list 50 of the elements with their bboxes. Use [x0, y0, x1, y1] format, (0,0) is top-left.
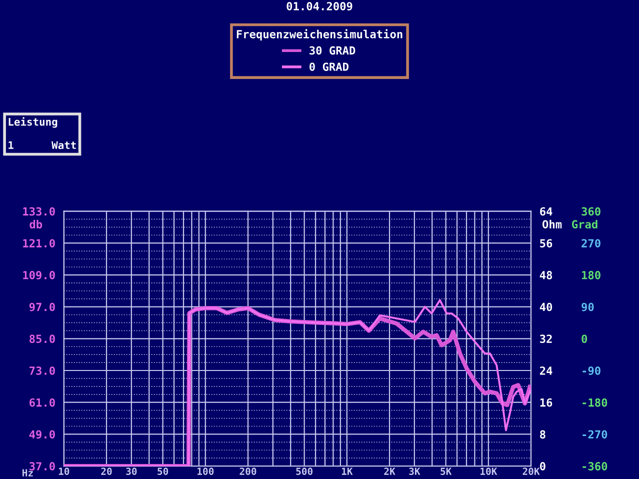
text: Leistung	[8, 117, 58, 128]
y-tick-label: 121.0	[23, 239, 55, 248]
y3-tick-label: 180	[582, 270, 600, 280]
y-tick-label: 109.0	[23, 270, 55, 280]
y3-tick-label: -360	[582, 462, 608, 470]
y-tick-label: 85.0	[30, 334, 55, 344]
x-tick-label: 10	[58, 468, 70, 475]
y-tick-label: 61.0	[30, 398, 55, 407]
y3-tick-label: -270	[582, 430, 608, 439]
x-tick-label: 20K	[522, 468, 540, 475]
y-tick-label: 133.0	[23, 207, 55, 216]
x-tick-label: 1K	[342, 468, 353, 475]
y2-tick-label: 64	[540, 207, 552, 216]
y2-tick-label: 24	[540, 366, 552, 375]
y3-tick-label: -90	[582, 366, 600, 375]
x-tick-label: 50	[158, 468, 168, 475]
y2-tick-label: 48	[540, 270, 552, 280]
y3-tick-label: 90	[582, 302, 594, 312]
y2-tick-label: 8	[540, 430, 546, 439]
y3-tick-label: 0	[582, 334, 588, 344]
text: 1 Watt	[8, 141, 76, 150]
y2-tick-label: 56	[540, 239, 552, 248]
y3-axis-title: Grad	[572, 220, 598, 228]
text: 01.04.2009	[286, 2, 352, 10]
y2-tick-label: 40	[540, 302, 552, 312]
x-tick-label: 5K	[440, 468, 452, 475]
chart-title: Frequenzweichensimulation	[236, 29, 402, 41]
y2-tick-label: 0	[540, 462, 546, 470]
y2-tick-label: 32	[540, 334, 552, 344]
y-tick-label: 97.0	[29, 302, 55, 312]
legend-label: 0 GRAD	[310, 62, 349, 71]
y-tick-label: 49.0	[29, 430, 55, 439]
y3-tick-label: -180	[582, 398, 608, 407]
x-axis-title: Hz	[22, 469, 33, 476]
x-tick-label: 20	[101, 468, 112, 475]
x-tick-label: 200	[240, 468, 256, 475]
y3-tick-label: 360	[582, 207, 600, 216]
legend-label: 30 GRAD	[310, 46, 356, 55]
y-tick-label: 73.0	[30, 366, 55, 375]
x-tick-label: 2K	[384, 468, 396, 475]
y2-axis-title: Ohm	[542, 220, 562, 228]
y-axis-title: db	[30, 220, 42, 228]
y3-tick-label: 270	[582, 239, 600, 248]
x-tick-label: 500	[296, 468, 313, 475]
x-tick-label: 3K	[409, 468, 420, 475]
y2-tick-label: 16	[540, 398, 552, 407]
x-tick-label: 10K	[480, 468, 498, 475]
y-tick-label: 37.0	[29, 462, 55, 470]
x-tick-label: 100	[198, 468, 214, 475]
x-tick-label: 30	[126, 468, 137, 475]
